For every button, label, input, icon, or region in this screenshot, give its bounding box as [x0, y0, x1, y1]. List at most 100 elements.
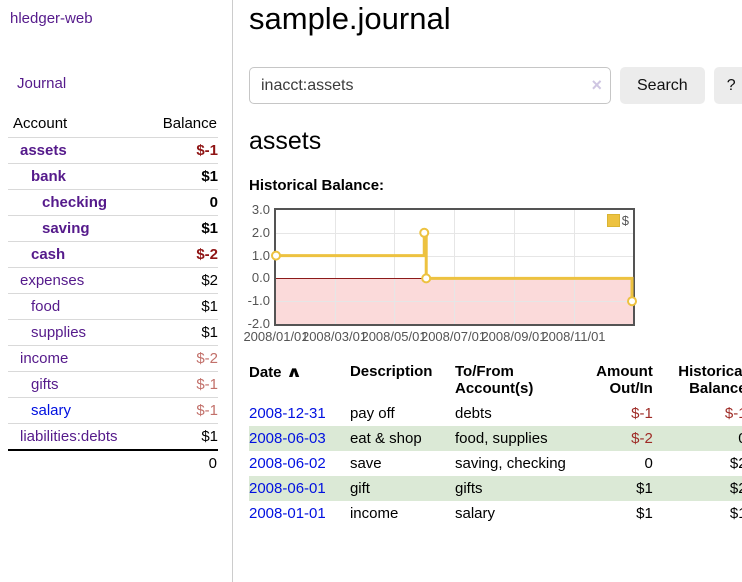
account-balance: $1	[201, 428, 218, 445]
transaction-balance: $2	[729, 455, 742, 472]
transaction-date-link[interactable]: 2008-01-01	[249, 505, 326, 522]
search-form: × Search ?	[249, 67, 742, 104]
x-axis-tick: 2008/11/01	[541, 329, 606, 344]
account-link[interactable]: bank	[31, 168, 67, 185]
transaction-accounts: salary	[455, 505, 496, 522]
account-balance: $-2	[196, 246, 218, 263]
register-row: 2008-12-31 pay off debts $-1 $-1	[249, 401, 742, 426]
transaction-description: income	[349, 505, 399, 522]
register-header-balance: Historical Balance	[678, 363, 742, 397]
account-row: saving $1	[8, 215, 218, 242]
account-link[interactable]: liabilities:debts	[20, 428, 118, 445]
account-link[interactable]: saving	[42, 220, 90, 237]
page-title: sample.journal	[249, 1, 451, 36]
transaction-description: save	[349, 455, 382, 472]
transaction-amount: $1	[636, 480, 653, 497]
clear-search-icon[interactable]: ×	[591, 75, 602, 95]
gridline	[276, 301, 633, 303]
transaction-balance: $2	[729, 480, 742, 497]
y-axis-tick: -2.0	[247, 316, 270, 331]
account-balance: $-2	[196, 350, 218, 367]
account-balance: $1	[201, 298, 218, 315]
register-row: 2008-06-01 gift gifts $1 $2	[249, 476, 742, 501]
register-header-date[interactable]: Date ∧	[249, 364, 302, 381]
account-row: cash $-2	[8, 241, 218, 268]
transaction-balance: $-1	[724, 405, 742, 422]
gridline	[514, 210, 515, 324]
gridline	[276, 232, 633, 234]
transaction-balance: 0	[655, 426, 742, 451]
account-link[interactable]: gifts	[31, 376, 59, 393]
account-row: income $-2	[8, 345, 218, 372]
chart-title: Historical Balance:	[249, 177, 385, 194]
legend-label: $	[621, 213, 629, 228]
sidebar-item-journal[interactable]: Journal	[17, 75, 67, 92]
data-point[interactable]	[419, 227, 430, 238]
register-row: 2008-06-03 eat & shop food, supplies $-2…	[249, 426, 742, 451]
accounts-total-row: 0	[8, 450, 218, 476]
chart-plot: $	[271, 208, 638, 326]
account-link[interactable]: food	[31, 298, 61, 315]
account-balance: $-1	[196, 376, 218, 393]
transaction-description: pay off	[349, 405, 395, 422]
account-row: expenses $2	[8, 267, 218, 294]
transaction-accounts: debts	[455, 405, 492, 422]
transaction-date-link[interactable]: 2008-06-01	[249, 480, 326, 497]
account-link[interactable]: assets	[20, 142, 67, 159]
x-axis-tick: 2008/09/01	[481, 329, 547, 344]
data-point[interactable]	[271, 250, 281, 261]
help-button[interactable]: ?	[713, 67, 742, 104]
transaction-date-link[interactable]: 2008-06-02	[249, 455, 326, 472]
account-row: supplies $1	[8, 319, 218, 346]
search-box: ×	[249, 67, 611, 104]
search-button[interactable]: Search	[620, 67, 705, 104]
account-heading: assets	[249, 127, 322, 155]
account-link[interactable]: cash	[31, 246, 66, 263]
transaction-amount: $1	[636, 505, 653, 522]
account-link[interactable]: salary	[31, 402, 72, 419]
balance-series	[271, 227, 638, 307]
account-link[interactable]: supplies	[31, 324, 87, 341]
x-axis-tick: 2008/07/01	[420, 329, 487, 344]
x-axis-tick: 2008/05/01	[361, 329, 427, 344]
main-area: sample.journal × Search ? assets Histori…	[233, 0, 742, 582]
account-balance: $1	[201, 324, 218, 341]
y-axis-tick: 2.0	[251, 224, 270, 240]
accounts-total-value: 0	[208, 455, 217, 472]
register-row: 2008-01-01 income salary $1 $1	[249, 501, 742, 526]
transaction-amount: 0	[644, 455, 653, 472]
y-axis-tick: 3.0	[251, 202, 270, 217]
data-point[interactable]	[627, 296, 638, 307]
account-row: assets $-1	[8, 137, 218, 164]
data-point[interactable]	[421, 273, 432, 284]
transaction-amount: $-1	[631, 405, 653, 422]
historical-balance-chart: $ 3.0 2.0 1.0 0.0 -1.0 -2.0 2008/01/01 2008/03/…	[243, 202, 646, 346]
accounts-header-account: Account	[13, 115, 68, 132]
y-axis-tick: 0.0	[251, 270, 270, 286]
account-balance: $-1	[196, 142, 218, 159]
transaction-description: eat & shop	[349, 430, 422, 447]
account-link[interactable]: expenses	[20, 272, 85, 289]
account-row: food $1	[8, 293, 218, 320]
register-header-amount: Amount Out/In	[596, 363, 653, 397]
transaction-description: gift	[349, 480, 370, 497]
register-row: 2008-06-02 save saving, checking 0 $2	[249, 451, 742, 476]
account-balance: 0	[209, 194, 218, 211]
transaction-accounts: gifts	[455, 480, 483, 497]
transaction-accounts: food, supplies	[455, 430, 548, 447]
account-balance: $-1	[196, 402, 218, 419]
account-link[interactable]: income	[20, 350, 69, 367]
account-row: gifts $-1	[8, 371, 218, 398]
app-title[interactable]: hledger-web	[10, 10, 93, 27]
legend-swatch-icon	[606, 214, 620, 227]
account-balance: $2	[201, 272, 218, 289]
account-row: bank $1	[8, 163, 218, 190]
account-row: checking 0	[8, 189, 218, 216]
account-row: salary $-1	[8, 397, 218, 424]
transaction-date-link[interactable]: 2008-12-31	[249, 405, 326, 422]
register-header-description: Description	[349, 363, 433, 380]
transaction-date-link[interactable]: 2008-06-03	[249, 430, 326, 447]
accounts-table: Account Balance assets $-1 bank $1	[8, 111, 218, 476]
search-input[interactable]	[249, 67, 611, 104]
account-link[interactable]: checking	[42, 194, 108, 211]
